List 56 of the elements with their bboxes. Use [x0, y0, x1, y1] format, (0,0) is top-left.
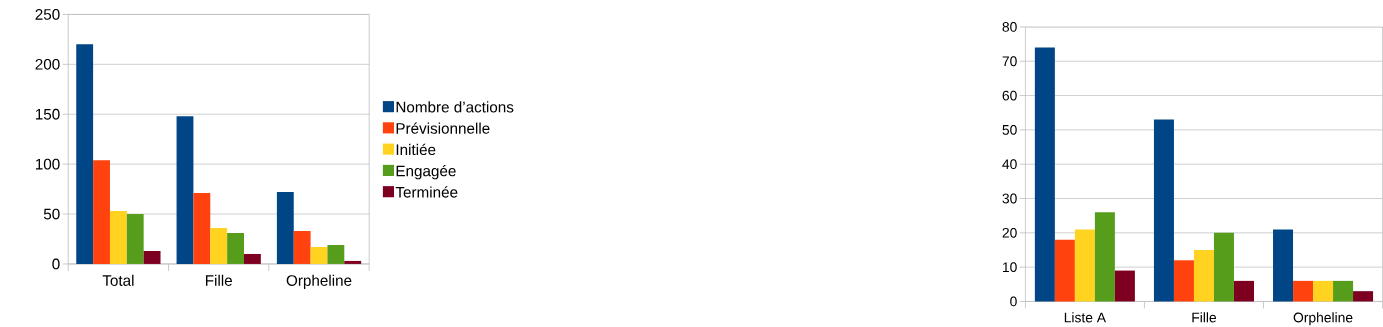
y-tick-label: 50: [43, 208, 60, 220]
bar: [1054, 239, 1075, 302]
bar: [1074, 229, 1095, 302]
y-tick-label: 150: [35, 108, 60, 120]
bar: [1193, 249, 1214, 302]
bar: [1213, 232, 1234, 302]
legend-label: Initiée: [396, 143, 436, 155]
bar: [1034, 47, 1055, 302]
bar: [243, 253, 261, 264]
y-tick-label: 0: [52, 258, 60, 270]
y-tick-label: 40: [1002, 159, 1017, 169]
bar: [126, 213, 144, 264]
bar: [1333, 280, 1354, 302]
bar: [109, 210, 127, 264]
y-tick-label: 10: [1002, 262, 1017, 272]
bar: [193, 192, 211, 264]
y-tick-label: 250: [35, 8, 60, 20]
y-tick-label: 100: [35, 158, 60, 170]
legend-label: Nombre d’actions: [396, 101, 514, 113]
x-tick-label: Fille: [205, 274, 232, 286]
bar: [1114, 270, 1135, 302]
x-tick-label: Orpheline: [1293, 312, 1353, 325]
legend-label: Engagée: [396, 164, 456, 180]
x-tick-label: Total: [102, 274, 134, 286]
bar: [1353, 290, 1374, 302]
x-tick-label: Liste A: [1064, 312, 1106, 323]
y-tick-label: 200: [35, 58, 60, 70]
bar: [344, 260, 362, 264]
bar: [293, 230, 311, 264]
bar: [327, 244, 345, 264]
bar: [143, 250, 161, 264]
y-tick-label: 80: [1002, 21, 1017, 32]
bar: [1094, 212, 1115, 302]
bar: [93, 159, 110, 264]
bar: [176, 116, 194, 264]
x-tick-label: Fille: [1192, 312, 1217, 323]
y-tick-label: 30: [1002, 193, 1017, 204]
bar: [210, 227, 228, 264]
bar: [227, 232, 244, 264]
bar: [1233, 280, 1254, 302]
bar: [1153, 119, 1174, 302]
bar: [1293, 280, 1314, 302]
y-tick-label: 20: [1002, 227, 1017, 238]
bar: [1313, 280, 1334, 302]
bar: [1173, 260, 1194, 302]
bar: [310, 246, 328, 264]
y-tick-label: 50: [1002, 124, 1017, 135]
x-tick-label: Orpheline: [286, 274, 352, 289]
y-tick-label: 70: [1002, 56, 1017, 66]
bar: [1273, 229, 1294, 302]
y-tick-label: 60: [1002, 90, 1017, 101]
y-tick-label: 0: [1010, 296, 1017, 307]
bar: [276, 191, 294, 264]
bar: [76, 44, 94, 264]
legend-label: Prévisionnelle: [396, 122, 490, 134]
legend-label: Terminée: [395, 186, 458, 198]
